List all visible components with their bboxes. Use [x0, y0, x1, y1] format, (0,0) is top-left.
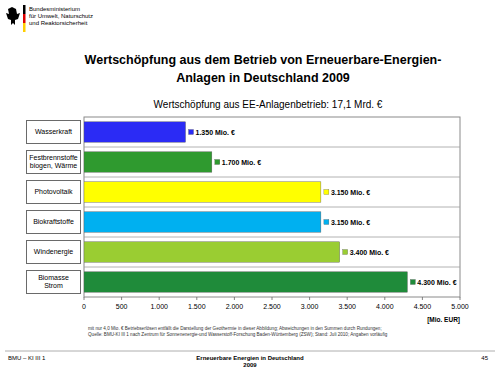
tick-label: 1.500	[188, 303, 206, 310]
tick-mark	[422, 297, 423, 300]
tick-label: 2.000	[226, 303, 244, 310]
tick-label: 2.500	[263, 303, 281, 310]
tick-mark	[234, 297, 235, 300]
logo-stripe	[23, 5, 26, 14]
logo-stripe	[23, 23, 26, 32]
bar	[84, 152, 212, 172]
page-number: 45	[481, 355, 488, 361]
data-label: 4.300 Mio. €	[417, 279, 456, 286]
tick-mark	[159, 297, 160, 300]
chart-title: Anlagen in Deutschland 2009	[176, 71, 350, 85]
footer-center: 2009	[243, 362, 257, 368]
category-label: Wasserkraft	[26, 120, 81, 144]
slide: Bundesministeriumfür Umwelt, Naturschutz…	[0, 0, 500, 375]
bars	[84, 122, 407, 292]
bar	[84, 242, 340, 262]
category-label: Photovoltaik	[26, 180, 81, 204]
axis-label: [Mio. EUR]	[427, 316, 460, 324]
category-label: Windenergie	[26, 240, 81, 264]
tick-label: 500	[116, 303, 128, 310]
data-label: 1.700 Mio. €	[222, 159, 261, 166]
tick-mark	[121, 297, 122, 300]
category-label: Biokraftstoffe	[26, 210, 81, 234]
label-marker	[410, 280, 415, 285]
row-separator	[84, 267, 460, 268]
chart-subtitle: Wertschöpfung aus EE-Anlagenbetrieb: 17,…	[154, 99, 383, 110]
tick-mark	[309, 297, 310, 300]
tick-label: 5.000	[451, 303, 469, 310]
tick-mark	[347, 297, 348, 300]
label-marker	[324, 190, 329, 195]
tick-label: 4.500	[414, 303, 432, 310]
data-label: 3.400 Mio. €	[350, 249, 389, 256]
bar	[84, 212, 321, 232]
row-separator	[84, 237, 460, 238]
footer-center: Erneuerbare Energien in Deutschland	[196, 355, 304, 361]
data-label: 1.350 Mio. €	[196, 129, 235, 136]
bar	[84, 122, 186, 142]
logo-eagle	[6, 7, 20, 25]
row-separator	[84, 147, 460, 148]
bar	[84, 272, 407, 292]
tick-mark	[196, 297, 197, 300]
category-label: Biomasse Strom	[26, 270, 81, 294]
chart-title: Wertschöpfung aus dem Betrieb von Erneue…	[85, 53, 442, 67]
tick-mark	[84, 297, 85, 300]
plot-frame	[84, 117, 460, 297]
logo-text: und Reaktorsicherheit	[29, 20, 88, 26]
label-marker	[189, 130, 194, 135]
logo-text: für Umwelt, Naturschutz	[29, 13, 93, 19]
data-label: 3.150 Mio. €	[331, 189, 370, 196]
tick-mark	[384, 297, 385, 300]
tick-label: 4.000	[376, 303, 394, 310]
tick-label: 1.000	[150, 303, 168, 310]
logo-stripe	[23, 14, 26, 23]
note: mit nur 4,0 Mio. € Betriebserlösen entfä…	[88, 326, 382, 331]
label-marker	[215, 160, 220, 165]
tick-mark	[460, 297, 461, 300]
label-marker	[343, 250, 348, 255]
data-label: 3.150 Mio. €	[331, 219, 370, 226]
tick-label: 3.500	[338, 303, 356, 310]
logo: Bundesministeriumfür Umwelt, Naturschutz…	[6, 5, 93, 32]
label-marker	[324, 220, 329, 225]
footer-left: BMU – KI III 1	[8, 355, 46, 361]
row-separator	[84, 177, 460, 178]
footer-rule	[5, 351, 495, 352]
row-separator	[84, 207, 460, 208]
tick-label: 3.000	[301, 303, 319, 310]
note: Quelle: BMU-KI III 1 nach Zentrum für So…	[88, 332, 388, 337]
bar	[84, 182, 321, 202]
tick-label: 0	[82, 303, 86, 310]
tick-mark	[272, 297, 273, 300]
logo-text: Bundesministerium	[29, 6, 80, 12]
category-label: Festbrennstoffe biogen, Wärme	[26, 150, 81, 174]
data-labels: 1.350 Mio. € 1.700 Mio. € 3.150 Mio. € 3.15…	[189, 129, 457, 286]
